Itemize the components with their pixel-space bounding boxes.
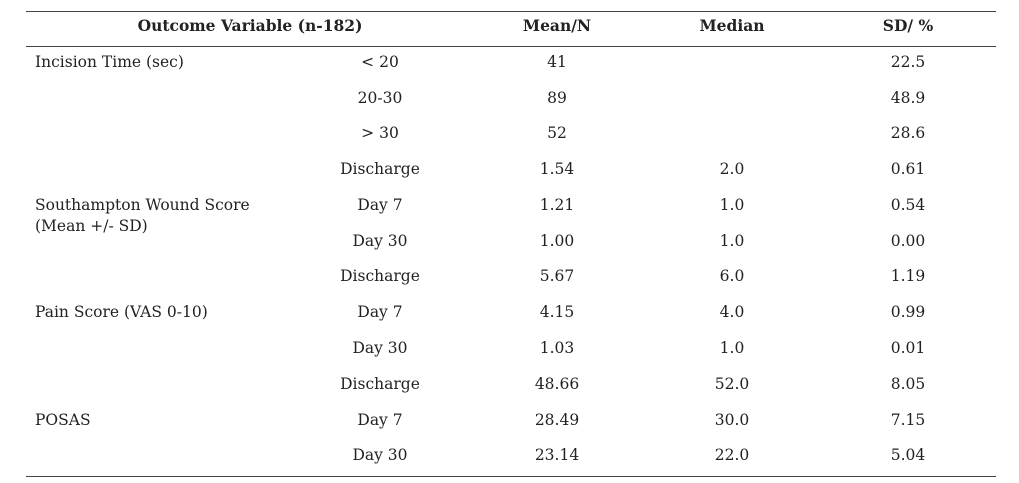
row-sublabel: 20-30 — [357, 89, 403, 107]
row-median: 4.0 — [719, 303, 745, 321]
row-sublabel: Day 7 — [357, 303, 403, 321]
row-sd: 5.04 — [890, 446, 926, 464]
row-median: 2.0 — [719, 160, 745, 178]
row-median: 52.0 — [714, 375, 750, 393]
header-outcome-variable: Outcome Variable (n-182) — [137, 16, 363, 35]
row-mean: 1.03 — [539, 339, 575, 357]
row-mean: 1.21 — [539, 196, 575, 214]
table-top-rule — [26, 11, 996, 12]
row-median: 30.0 — [714, 411, 750, 429]
row-sublabel: > 30 — [361, 124, 399, 142]
row-mean: 48.66 — [534, 375, 580, 393]
row-mean: 4.15 — [539, 303, 575, 321]
row-sd: 8.05 — [890, 375, 926, 393]
header-median: Median — [699, 16, 765, 35]
row-sublabel: Day 7 — [357, 411, 403, 429]
row-sd: 0.00 — [890, 232, 926, 250]
row-sd: 28.6 — [890, 124, 926, 142]
row-sublabel: Day 30 — [352, 232, 408, 250]
header-sd-percent: SD/ % — [882, 16, 934, 35]
variable-label-southampton-line2: (Mean +/- SD) — [35, 217, 148, 235]
row-mean: 52 — [547, 124, 567, 142]
row-sd: 0.99 — [890, 303, 926, 321]
table-bottom-rule — [26, 476, 996, 477]
variable-label-southampton-line1: Southampton Wound Score — [35, 196, 250, 214]
row-sublabel: Discharge — [340, 267, 420, 285]
row-sublabel: Discharge — [340, 160, 420, 178]
row-sd: 48.9 — [890, 89, 926, 107]
table-header-rule — [26, 46, 996, 47]
row-mean: 1.54 — [539, 160, 575, 178]
row-sublabel: Day 30 — [352, 446, 408, 464]
row-sublabel: Day 7 — [357, 196, 403, 214]
row-median: 1.0 — [719, 339, 745, 357]
row-mean: 89 — [547, 89, 567, 107]
variable-label-pain-score: Pain Score (VAS 0-10) — [35, 303, 208, 321]
row-mean: 28.49 — [534, 411, 580, 429]
row-sublabel: < 20 — [361, 53, 399, 71]
row-sd: 0.01 — [890, 339, 926, 357]
row-median: 1.0 — [719, 196, 745, 214]
header-mean-n: Mean/N — [522, 16, 592, 35]
row-mean: 1.00 — [539, 232, 575, 250]
row-sublabel: Discharge — [340, 375, 420, 393]
row-sublabel: Day 30 — [352, 339, 408, 357]
row-mean: 5.67 — [539, 267, 575, 285]
row-sd: 0.61 — [890, 160, 926, 178]
row-median: 6.0 — [719, 267, 745, 285]
variable-label-posas: POSAS — [35, 411, 91, 429]
row-sd: 1.19 — [890, 267, 926, 285]
row-median: 1.0 — [719, 232, 745, 250]
row-sd: 7.15 — [890, 411, 926, 429]
row-mean: 23.14 — [534, 446, 580, 464]
row-median: 22.0 — [714, 446, 750, 464]
row-mean: 41 — [547, 53, 567, 71]
row-sd: 0.54 — [890, 196, 926, 214]
row-sd: 22.5 — [890, 53, 926, 71]
variable-label-incision-time: Incision Time (sec) — [35, 53, 184, 71]
